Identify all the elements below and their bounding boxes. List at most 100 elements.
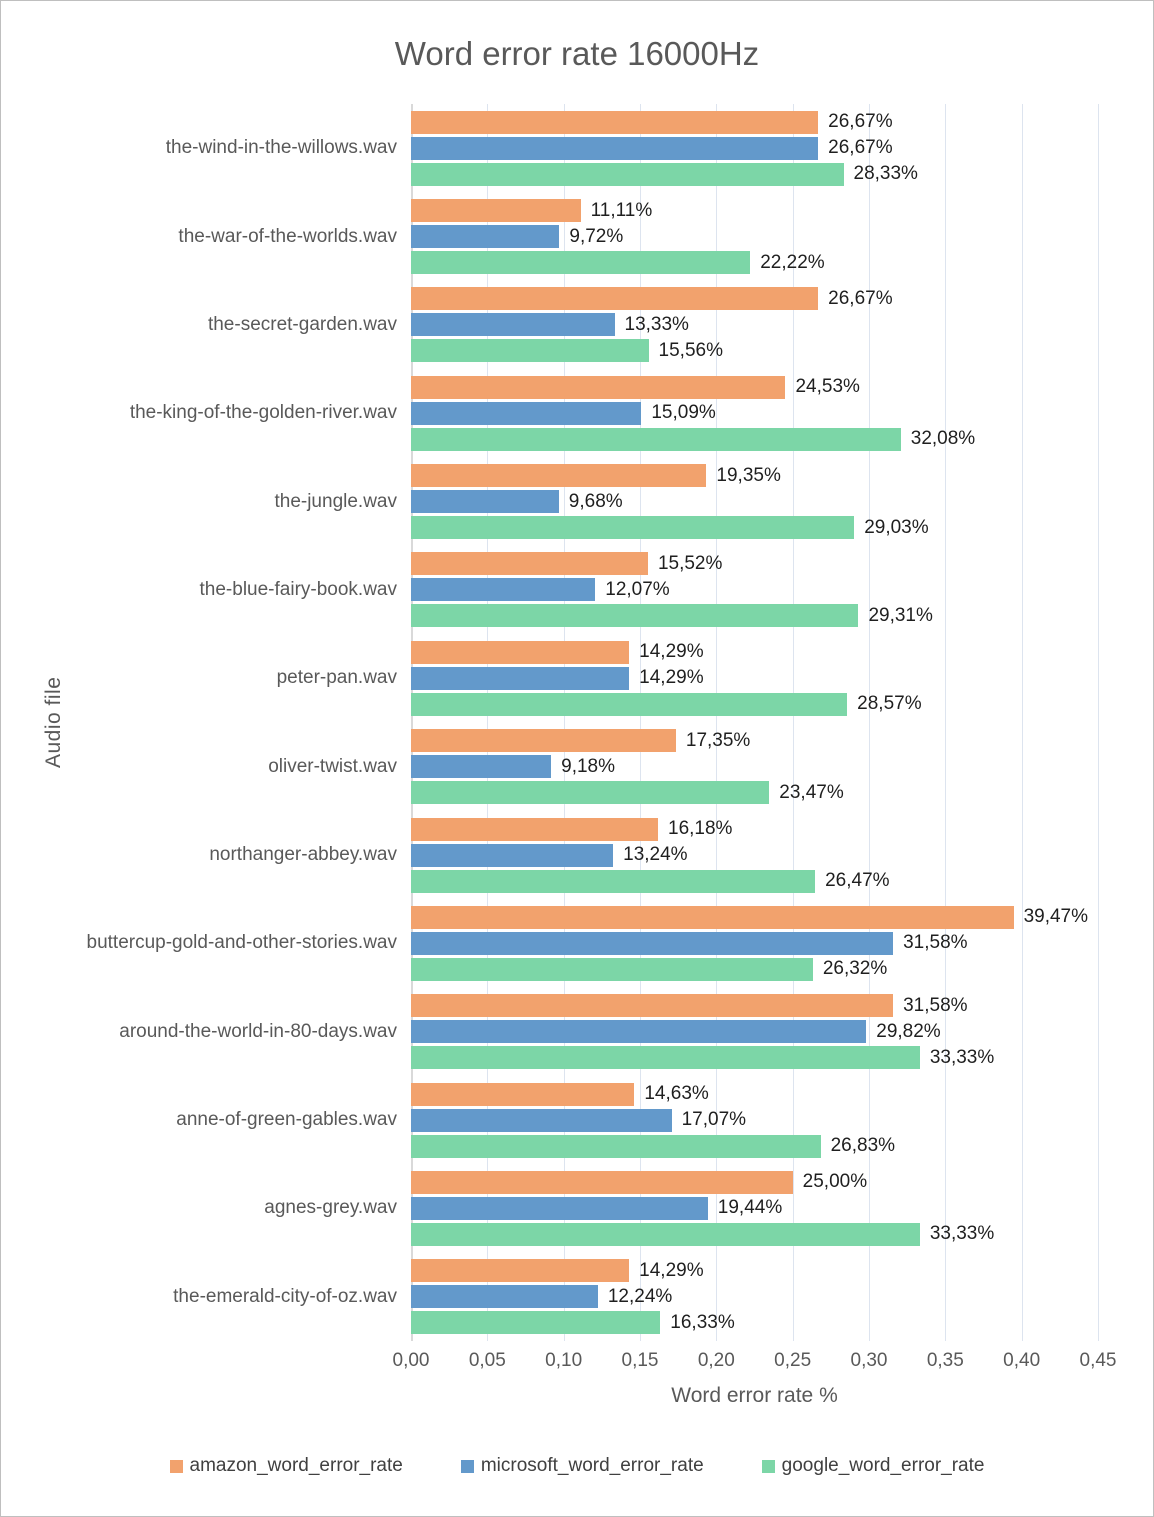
- bar-group: the-jungle.wav 19,35% 9,68% 29,03%: [274, 457, 1098, 545]
- bar: [411, 401, 642, 425]
- bar-group: the-emerald-city-of-oz.wav 14,29% 12,24% 16…: [173, 1253, 1098, 1341]
- bar-row: 26,67%: [411, 136, 1098, 160]
- value-label: 14,29%: [639, 1259, 704, 1281]
- x-tick-label: 0,15: [621, 1350, 659, 1371]
- bar-row: 26,67%: [411, 110, 1098, 134]
- value-label: 31,58%: [903, 932, 968, 954]
- value-label: 28,57%: [857, 693, 922, 715]
- category-label: the-jungle.wav: [274, 490, 397, 512]
- value-label: 26,32%: [822, 958, 888, 980]
- value-label: 16,33%: [670, 1311, 735, 1333]
- legend-entry: google_word_error_rate: [761, 1455, 985, 1477]
- bar: [411, 994, 894, 1018]
- category-label: northanger-abbey.wav: [209, 844, 397, 866]
- value-label: 29,03%: [864, 516, 929, 538]
- value-label: 12,07%: [605, 578, 670, 600]
- plot-area: the-wind-in-the-willows.wav 26,67% 26,67% 2…: [87, 104, 1099, 1341]
- bar-row: 19,44%: [411, 1196, 1098, 1220]
- value-label: 24,53%: [795, 376, 860, 398]
- bar-row: 11,11%: [411, 199, 1098, 223]
- value-label: 25,00%: [802, 1171, 868, 1193]
- bar: [411, 1259, 630, 1283]
- bar: [411, 869, 816, 893]
- bar-row: 28,33%: [411, 162, 1098, 186]
- bar-row: 12,07%: [411, 578, 1098, 602]
- gridline: [945, 104, 947, 1341]
- x-tick-label: 0,30: [850, 1350, 888, 1371]
- gridline: [1021, 104, 1023, 1341]
- bar: [411, 843, 614, 867]
- x-tick-label: 0,05: [468, 1350, 506, 1371]
- value-label: 22,22%: [760, 251, 825, 273]
- legend-swatch-icon: [761, 1459, 775, 1473]
- gridline: [1098, 104, 1099, 1341]
- bar-row: 31,58%: [411, 994, 1098, 1018]
- bar-group: northanger-abbey.wav 16,18% 13,24% 26,47%: [209, 811, 1098, 899]
- bar-group: the-secret-garden.wav 26,67% 13,33% 15,56%: [208, 281, 1098, 369]
- value-label: 16,18%: [668, 818, 733, 840]
- category-label: agnes-grey.wav: [264, 1197, 397, 1219]
- value-label: 28,33%: [853, 163, 918, 185]
- value-label: 19,44%: [717, 1197, 783, 1219]
- bar-row: 15,56%: [411, 339, 1098, 363]
- value-label: 33,33%: [929, 1046, 995, 1068]
- legend-label: amazon_word_error_rate: [189, 1455, 403, 1476]
- bar: [411, 136, 819, 160]
- bar: [411, 199, 581, 223]
- bar: [411, 1196, 708, 1220]
- value-label: 15,56%: [658, 339, 723, 361]
- bar-row: 26,47%: [411, 869, 1098, 893]
- bar: [411, 225, 560, 249]
- value-label: 23,47%: [779, 781, 844, 803]
- value-label: 26,67%: [828, 287, 893, 309]
- bar-row: 15,52%: [411, 552, 1098, 576]
- bar-row: 17,07%: [411, 1108, 1098, 1132]
- category-label: around-the-world-in-80-days.wav: [119, 1020, 397, 1042]
- value-label: 9,18%: [561, 755, 616, 777]
- bar: [411, 490, 559, 514]
- value-label: 32,08%: [910, 428, 976, 450]
- gridline: [869, 104, 870, 1341]
- bar-row: 26,32%: [411, 957, 1098, 981]
- value-label: 13,33%: [624, 313, 689, 335]
- value-label: 39,47%: [1023, 906, 1089, 928]
- bar-row: 19,35%: [411, 464, 1098, 488]
- bar-row: 31,58%: [411, 931, 1098, 955]
- bar: [411, 287, 819, 311]
- bar-group: the-war-of-the-worlds.wav 11,11% 9,72% 22,2…: [178, 192, 1098, 280]
- value-label: 26,67%: [828, 137, 893, 159]
- chart-title: Word error rate 16000Hz: [394, 35, 760, 72]
- value-label: 15,09%: [651, 402, 716, 424]
- bar-row: 14,29%: [411, 640, 1098, 664]
- gridline: [640, 104, 641, 1341]
- bar: [411, 905, 1014, 929]
- bar-row: 16,33%: [411, 1311, 1098, 1335]
- bar-group: anne-of-green-gables.wav 14,63% 17,07% 26,8…: [176, 1076, 1098, 1164]
- bar-row: 14,63%: [411, 1082, 1098, 1106]
- category-label: the-emerald-city-of-oz.wav: [173, 1285, 397, 1307]
- value-label: 12,24%: [607, 1285, 673, 1307]
- value-label: 26,83%: [830, 1135, 896, 1157]
- x-tick-label: 0,45: [1079, 1350, 1117, 1371]
- bar: [411, 427, 901, 451]
- bar-row: 39,47%: [411, 905, 1098, 929]
- bar: [411, 1134, 821, 1158]
- legend-label: google_word_error_rate: [781, 1455, 985, 1476]
- bar: [411, 1170, 793, 1194]
- bar: [411, 1108, 672, 1132]
- bar-row: 14,29%: [411, 1259, 1098, 1283]
- value-label: 17,07%: [681, 1109, 747, 1131]
- legend-entry: amazon_word_error_rate: [169, 1455, 403, 1477]
- bar: [411, 1311, 661, 1335]
- bar-row: 26,83%: [411, 1134, 1098, 1158]
- bar-group: peter-pan.wav 14,29% 14,29% 28,57%: [277, 634, 1098, 722]
- value-label: 26,47%: [825, 870, 890, 892]
- value-label: 14,29%: [639, 667, 704, 689]
- x-tick-label: 0,10: [545, 1350, 583, 1371]
- bar: [411, 375, 786, 399]
- value-label: 29,31%: [868, 604, 933, 626]
- bar-row: 9,18%: [411, 755, 1098, 779]
- bar-row: 32,08%: [411, 427, 1098, 451]
- bar: [411, 1020, 867, 1044]
